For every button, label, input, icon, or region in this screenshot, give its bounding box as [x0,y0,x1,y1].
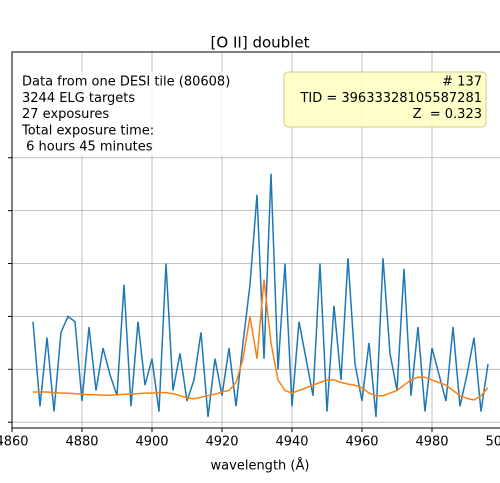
annotation: 27 exposures [22,107,109,122]
annotation: 3244 ELG targets [22,91,135,106]
annotation: Data from one DESI tile (80608) [22,75,230,90]
info-text: # 137 [442,75,482,90]
info-box [283,71,487,128]
annotation: Total exposure time: [21,123,154,138]
data-line [33,279,489,401]
x-tick-label: 4940 [275,435,308,450]
x-tick-label: 5000 [485,435,500,450]
x-tick-label: 4920 [205,435,238,450]
annotation: 6 hours 45 minutes [22,140,153,155]
plot-frame [11,51,500,429]
annotation-background [18,72,250,156]
x-tick-label: 4900 [135,435,168,450]
x-tick-label: 4860 [0,435,29,450]
x-tick-label: 4880 [65,435,98,450]
x-tick-label: 4960 [345,435,378,450]
x-axis-label: wavelength (Å) [211,458,310,474]
info-text: TID = 39633328105587281 [299,91,482,106]
x-tick-label: 4980 [415,435,448,450]
info-text: Z = 0.323 [413,107,482,122]
chart-title: [O II] doublet [211,34,310,52]
data-line [32,173,489,417]
